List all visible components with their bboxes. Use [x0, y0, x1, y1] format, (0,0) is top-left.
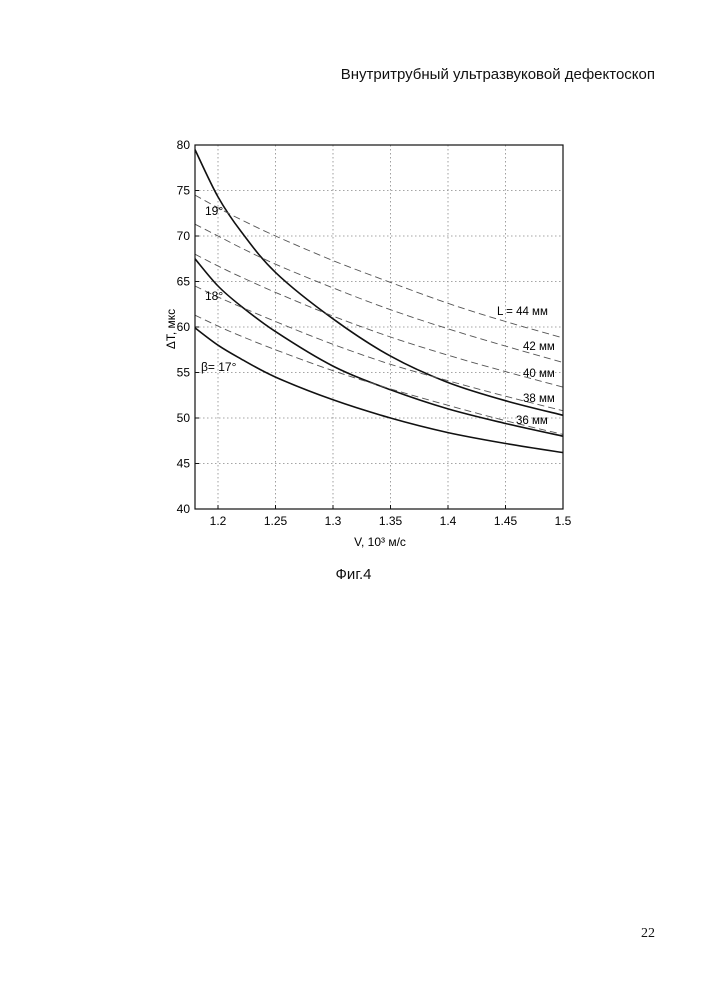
- label-beta-17: β= 17°: [201, 360, 237, 374]
- x-tick-label: 1.35: [379, 514, 403, 528]
- label-L36: 36 мм: [516, 415, 548, 427]
- y-tick-label: 70: [177, 229, 191, 243]
- page-number: 22: [641, 926, 655, 942]
- label-L44: L = 44 мм: [497, 306, 548, 318]
- figure-chart: 1.2 1.25 1.3 1.35 1.4 1.45 1.5 40 45 50 55 60 65 70 75…: [0, 0, 707, 600]
- figure-caption: Фиг.4: [0, 566, 707, 583]
- y-tick-label: 45: [177, 457, 191, 471]
- x-tick-label: 1.25: [264, 514, 288, 528]
- line-chart: 1.2 1.25 1.3 1.35 1.4 1.45 1.5 40 45 50 55 60 65 70 75…: [0, 0, 707, 600]
- series-line-1: [195, 259, 563, 436]
- series-line-2: [195, 150, 563, 416]
- y-tick-label: 80: [177, 138, 191, 152]
- series-line-5: [195, 254, 563, 387]
- label-L38: 38 мм: [523, 393, 555, 405]
- y-axis-label: ΔT, мкс: [164, 309, 178, 349]
- x-tick-label: 1.5: [555, 514, 572, 528]
- label-L42: 42 мм: [523, 341, 555, 353]
- series-line-6: [195, 286, 563, 411]
- grid: [195, 145, 563, 509]
- x-tick-label: 1.3: [325, 514, 342, 528]
- y-tick-label: 65: [177, 275, 191, 289]
- tick-labels: 1.2 1.25 1.3 1.35 1.4 1.45 1.5 40 45 50 55 60 65 70 75…: [177, 138, 572, 528]
- series-line-4: [195, 224, 563, 362]
- y-tick-label: 55: [177, 366, 191, 380]
- y-tick-label: 75: [177, 184, 191, 198]
- y-tick-label: 60: [177, 320, 191, 334]
- series-group: [195, 150, 563, 453]
- x-axis-label: V, 10³ м/с: [354, 535, 406, 549]
- label-L40: 40 мм: [523, 368, 555, 380]
- x-tick-label: 1.4: [440, 514, 457, 528]
- label-beta-18: 18°: [205, 289, 223, 303]
- x-tick-label: 1.45: [494, 514, 518, 528]
- label-beta-19: 19°: [205, 204, 223, 218]
- y-tick-label: 50: [177, 411, 191, 425]
- x-tick-label: 1.2: [210, 514, 227, 528]
- y-tick-label: 40: [177, 502, 191, 516]
